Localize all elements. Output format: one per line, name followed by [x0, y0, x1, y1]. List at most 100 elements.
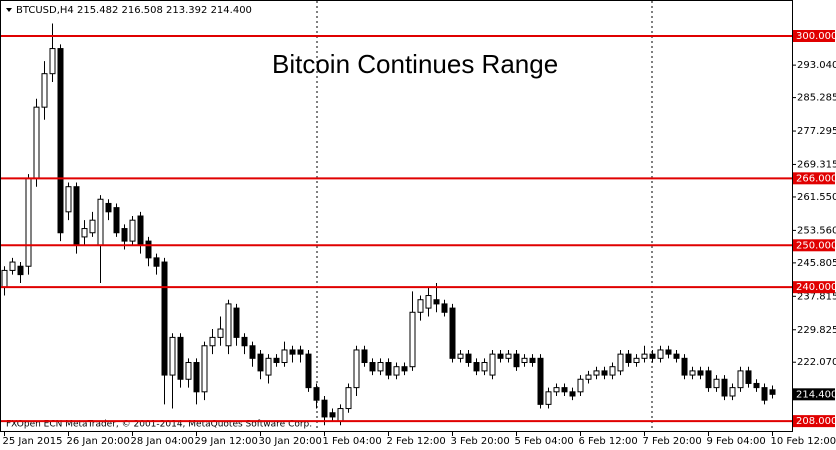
candle-body: [433, 299, 440, 305]
candle-body: [545, 391, 552, 405]
candle-body: [297, 349, 304, 355]
x-tick-label: 28 Jan 04:00: [131, 436, 194, 447]
candle-body: [25, 177, 32, 267]
candle-body: [1, 269, 8, 288]
candle-body: [425, 295, 432, 309]
candle-body: [665, 349, 672, 355]
level-label: 208.000: [796, 416, 836, 427]
level-label: 250.000: [796, 240, 836, 251]
x-tick-label: 3 Feb 20:00: [451, 436, 510, 447]
candle-body: [257, 353, 264, 372]
footer: FXOpen ECN MetaTrader, © 2001-2014, Meta…: [6, 420, 312, 430]
x-tick-label: 2 Feb 12:00: [387, 436, 446, 447]
candle-body: [385, 362, 392, 376]
candle-body: [409, 311, 416, 368]
candle-body: [345, 387, 352, 410]
candle-body: [641, 353, 648, 359]
candle-body: [353, 349, 360, 389]
level-label: 266.000: [796, 173, 836, 184]
candle-body: [401, 366, 408, 372]
level-label: 300.000: [796, 31, 836, 42]
candle-body: [281, 349, 288, 364]
candle-body: [649, 353, 656, 359]
candle-body: [441, 303, 448, 313]
candle-body: [361, 349, 368, 364]
header-icon: [6, 8, 12, 12]
candle-body: [81, 228, 88, 238]
candle-body: [105, 202, 112, 213]
candle-body: [57, 48, 64, 234]
candle-body: [521, 357, 528, 364]
candle-body: [201, 345, 208, 393]
x-tick-label: 7 Feb 20:00: [643, 436, 702, 447]
x-tick-label: 6 Feb 12:00: [579, 436, 638, 447]
x-tick-label: 29 Jan 12:00: [195, 436, 258, 447]
marks: [1, 23, 776, 426]
candle-body: [465, 353, 472, 364]
candle-body: [137, 215, 144, 246]
y-tick-label: 229.825: [797, 325, 836, 336]
x-tick-label: 1 Feb 04:00: [323, 436, 382, 447]
x-tick-label: 9 Feb 04:00: [707, 436, 766, 447]
x-tick-label: 25 Jan 2015: [3, 436, 63, 447]
level-label: 240.000: [796, 282, 836, 293]
candle-body: [313, 387, 320, 401]
candle-body: [617, 353, 624, 372]
level-label-box: [793, 239, 835, 252]
level-label-box: [793, 30, 835, 42]
candle-body: [569, 391, 576, 397]
candle-body: [145, 240, 152, 259]
x-tick-label: 30 Jan 20:00: [259, 436, 322, 447]
candle-body: [489, 353, 496, 376]
level-label-box: [793, 415, 835, 428]
candle-body: [561, 387, 568, 393]
candle-body: [593, 370, 600, 376]
candle-body: [417, 299, 424, 313]
candle-body: [89, 219, 96, 234]
candle-body: [41, 73, 48, 108]
candle-body: [577, 378, 584, 393]
x-tick-label: 10 Feb 12:00: [771, 436, 836, 447]
candle-body: [673, 353, 680, 359]
x-tick-label: 26 Jan 20:00: [67, 436, 130, 447]
candle-body: [321, 399, 328, 418]
candle-body: [249, 345, 256, 359]
candle-body: [49, 48, 56, 75]
candle-body: [529, 357, 536, 364]
candle-body: [745, 370, 752, 384]
y-tick-label: 277.295: [797, 126, 836, 137]
candle-body: [729, 387, 736, 397]
candle-body: [473, 362, 480, 372]
candle-body: [289, 349, 296, 355]
candle-body: [681, 357, 688, 376]
y-tick-label: 261.550: [797, 192, 836, 203]
candle-body: [217, 328, 224, 338]
candle-body: [97, 198, 104, 246]
price-label: 214.400: [796, 389, 836, 400]
chart-title: Bitcoin Continues Range: [272, 49, 558, 79]
candle-body: [689, 370, 696, 376]
level-label-box: [793, 281, 835, 294]
candle-body: [225, 303, 232, 347]
candle-body: [513, 353, 520, 368]
candle-body: [169, 336, 176, 376]
candle-body: [761, 387, 768, 401]
candle-body: [265, 357, 272, 376]
candle-body: [233, 307, 240, 338]
price-label-box: [793, 388, 835, 401]
level-label-box: [793, 172, 835, 185]
candle-body: [329, 412, 336, 418]
x-tick-label: 5 Feb 04:00: [515, 436, 574, 447]
candle-body: [153, 257, 160, 267]
header: BTCUSD,H4 215.482 216.508 213.392 214.40…: [16, 5, 252, 16]
candle-body: [697, 370, 704, 376]
candle-body: [273, 357, 280, 364]
candle-body: [393, 366, 400, 376]
candle-body: [753, 382, 760, 389]
candle-body: [209, 336, 216, 347]
y-tick-label: 222.070: [797, 357, 836, 368]
candle-body: [377, 362, 384, 372]
candle-body: [553, 387, 560, 393]
candle-body: [73, 186, 80, 246]
